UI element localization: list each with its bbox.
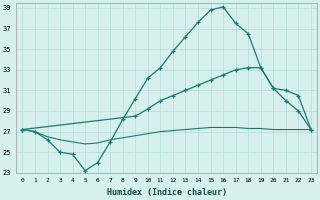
X-axis label: Humidex (Indice chaleur): Humidex (Indice chaleur) bbox=[107, 188, 227, 197]
